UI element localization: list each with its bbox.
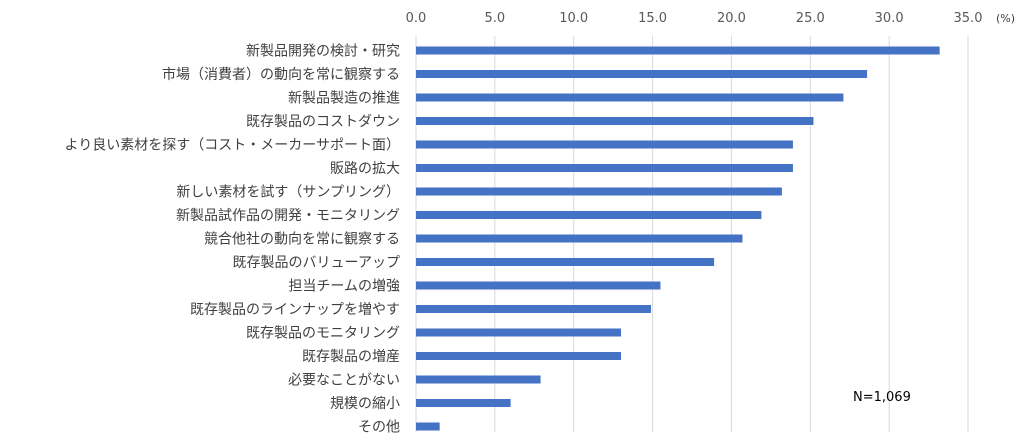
category-label: 既存製品のコストダウン bbox=[246, 114, 400, 130]
category-label: 販路の拡大 bbox=[330, 161, 400, 177]
bar bbox=[416, 46, 940, 55]
x-axis-ticks: 0.0 5.0 10.0 15.0 20.0 25.0 30.0 35.0 bbox=[406, 11, 983, 26]
category-label: 既存製品の増産 bbox=[302, 349, 400, 365]
bar bbox=[416, 399, 511, 407]
bar bbox=[416, 93, 844, 102]
gridlines bbox=[415, 36, 969, 432]
bar bbox=[416, 422, 440, 431]
category-label: 規模の縮小 bbox=[330, 396, 400, 412]
category-labels: 新製品開発の検討・研究市場（消費者）の動向を常に観察する新製品製造の推進既存製品… bbox=[65, 44, 400, 436]
category-label: 新製品試作品の開発・モニタリング bbox=[176, 208, 400, 224]
category-label: 既存製品のバリューアップ bbox=[233, 255, 400, 271]
category-label: 新製品開発の検討・研究 bbox=[246, 44, 400, 60]
category-label: 新製品製造の推進 bbox=[288, 91, 400, 107]
x-tick-label: 30.0 bbox=[875, 11, 904, 26]
bar bbox=[416, 164, 793, 172]
x-tick-label: 15.0 bbox=[638, 11, 667, 26]
bar bbox=[416, 258, 715, 266]
bar bbox=[416, 352, 622, 360]
bar bbox=[416, 375, 541, 384]
bar bbox=[416, 211, 762, 219]
x-tick-label: 0.0 bbox=[406, 11, 427, 26]
category-label: 担当チームの増強 bbox=[288, 279, 400, 295]
bars bbox=[416, 46, 940, 431]
bar bbox=[416, 140, 793, 149]
category-label: 必要なことがない bbox=[288, 373, 400, 389]
bar bbox=[416, 305, 651, 313]
bar bbox=[416, 328, 622, 337]
category-label: 既存製品のモニタリング bbox=[246, 326, 400, 342]
category-label: 市場（消費者）の動向を常に観察する bbox=[162, 66, 400, 83]
x-tick-label: 20.0 bbox=[717, 11, 746, 26]
category-label: その他 bbox=[358, 420, 400, 436]
sample-size-note: N=1,069 bbox=[853, 390, 911, 405]
x-tick-label: 5.0 bbox=[485, 11, 506, 26]
unit-label: (%) bbox=[996, 12, 1015, 25]
bar bbox=[416, 70, 868, 78]
category-label: 新しい素材を試す（サンプリング） bbox=[176, 185, 400, 201]
category-label: より良い素材を探す（コスト・メーカーサポート面） bbox=[65, 138, 400, 154]
x-tick-label: 10.0 bbox=[559, 11, 588, 26]
category-label: 競合他社の動向を常に観察する bbox=[204, 231, 400, 248]
bar bbox=[416, 281, 661, 290]
bar bbox=[416, 187, 782, 196]
category-label: 既存製品のラインナップを増やす bbox=[190, 302, 400, 318]
bar bbox=[416, 234, 743, 243]
x-tick-label: 25.0 bbox=[796, 11, 825, 26]
bar bbox=[416, 117, 814, 125]
x-tick-label: 35.0 bbox=[954, 11, 983, 26]
